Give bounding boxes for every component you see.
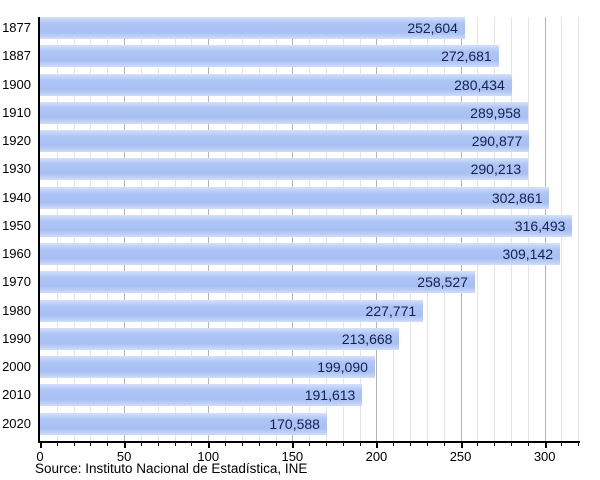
x-tick-label-150: 150 [281,449,304,464]
bar-value-label: 227,771 [365,302,417,319]
bar-value-label: 280,434 [454,76,505,93]
bar-1920: 290,877 [40,130,530,153]
y-axis-label-2010: 2010 [2,387,31,403]
x-tick-minor [107,443,109,446]
x-tick-minor [494,443,496,446]
x-tick-minor [73,443,75,446]
bar-value-label: 213,668 [341,330,393,347]
x-tick-minor [527,443,529,446]
bar-value-label: 199,090 [317,359,368,376]
bar-1940: 302,861 [40,186,550,209]
bar-value-label: 252,604 [407,20,458,36]
x-tick-minor [426,443,428,446]
bar-1900: 280,434 [40,73,512,96]
x-tick-minor [511,443,513,446]
bar-1887: 272,681 [40,45,499,68]
bar-value-label: 272,681 [441,48,492,65]
gridline-minor [578,17,580,441]
bar-1930: 290,213 [40,158,529,181]
x-tick-label-50: 50 [116,449,132,464]
bar-1970: 258,527 [40,271,475,294]
bar-value-label: 309,142 [502,246,554,263]
x-axis-ticks [40,443,580,451]
x-tick-minor [477,443,479,446]
x-tick-minor [578,443,580,446]
x-tick-minor [410,443,412,446]
y-axis-label-1877: 1877 [2,20,31,35]
bar-1980: 227,771 [40,299,424,322]
x-axis-tick-labels: 0 50 100 150 200 250 300 [36,449,580,465]
x-tick-major [460,443,463,448]
x-tick-minor [157,443,159,446]
y-axis-line [38,17,40,443]
bar-1910: 289,958 [40,101,528,124]
y-axis-label-1910: 1910 [2,104,31,120]
x-tick-major [124,443,127,448]
bar-value-label: 258,527 [417,274,468,291]
bar-value-label: 290,213 [470,161,522,178]
y-axis-label-1970: 1970 [2,274,31,290]
bar-value-label: 302,861 [491,189,543,206]
x-tick-major [40,443,42,448]
x-tick-minor [359,443,361,446]
bar-2010: 191,613 [40,384,363,407]
y-axis-label-1940: 1940 [2,189,31,205]
x-tick-label-300: 300 [533,449,556,464]
x-tick-minor [443,443,445,446]
x-tick-minor [561,443,563,446]
bar-2020: 170,588 [40,412,327,435]
y-axis-label-2000: 2000 [2,359,31,375]
x-tick-minor [309,443,311,446]
x-tick-minor [275,443,277,446]
x-tick-minor [258,443,260,446]
x-tick-minor [241,443,243,446]
x-tick-label-200: 200 [365,449,388,464]
plot-area: 252,604 272,681 280,434 289,958 290,877 290,2… [38,17,580,443]
x-tick-minor [342,443,344,446]
y-axis-label-1900: 1900 [2,76,31,92]
x-tick-minor [56,443,58,446]
x-tick-label-100: 100 [197,449,220,464]
x-axis-line [38,441,580,443]
y-axis-labels: 1877 1887 1900 1910 1920 1930 1940 1950 1960 1970… [0,17,33,441]
x-tick-major [208,443,211,448]
y-axis-label-1950: 1950 [2,217,31,233]
x-tick-minor [174,443,176,446]
source-note: Source: Instituto Nacional de Estadístic… [35,461,308,476]
x-tick-major [376,443,379,448]
x-tick-minor [393,443,395,446]
x-tick-label-250: 250 [449,449,472,464]
bar-1950: 316,493 [40,214,573,237]
y-axis-label-1887: 1887 [2,48,31,64]
bar-value-label: 290,877 [471,133,523,150]
x-tick-minor [90,443,92,446]
bar-value-label: 289,958 [470,104,521,121]
y-axis-label-1980: 1980 [2,302,31,318]
bar-1877: 252,604 [40,17,465,39]
bars: 252,604 272,681 280,434 289,958 290,877 290,2… [40,17,580,441]
x-tick-minor [140,443,142,446]
x-tick-minor [191,443,193,446]
x-tick-minor [225,443,227,446]
x-tick-minor [325,443,327,446]
y-axis-label-1930: 1930 [2,161,31,177]
bar-value-label: 316,493 [514,217,566,234]
bar-1990: 213,668 [40,327,400,350]
y-axis-label-2020: 2020 [2,415,31,431]
x-tick-label-0: 0 [36,449,44,464]
y-axis-label-1990: 1990 [2,330,31,346]
y-axis-label-1960: 1960 [2,246,31,262]
bar-value-label: 191,613 [304,387,356,404]
bar-value-label: 170,588 [269,415,320,432]
x-tick-major [292,443,295,448]
x-tick-major [544,443,547,448]
y-axis-label-1920: 1920 [2,133,31,149]
bar-1960: 309,142 [40,243,561,266]
bar-2000: 199,090 [40,356,375,379]
